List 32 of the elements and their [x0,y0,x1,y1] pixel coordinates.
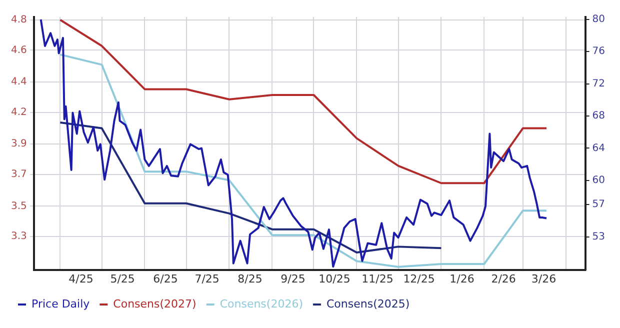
y-tick-label: 4.4 [10,76,27,88]
y2-tick-label: 60 [592,175,606,186]
legend-label: Price Daily [32,297,90,310]
y2-tick-label: 80 [592,14,606,26]
x-tick-label: 12/25 [403,272,435,286]
y-tick-label: 4.2 [10,106,27,118]
legend-label: Consens(2027) [113,297,196,310]
x-tick-label: 5/25 [110,272,135,286]
legend-label: Consens(2026) [220,297,303,310]
x-tick-label: 11/25 [362,272,394,286]
y-tick-label: 3.7 [10,169,27,180]
x-tick-label: 1/26 [450,272,474,286]
y-tick-label: 3.9 [10,138,27,150]
x-tick-label: 10/25 [318,272,350,286]
x-tick-label: 6/25 [153,272,178,286]
y2-tick-label: 64 [592,142,606,154]
legend-label: Consens(2025) [326,297,410,310]
x-tick-label: 4/25 [68,272,94,286]
x-tick-label: 9/25 [280,272,306,286]
x-tick-label: 7/25 [194,272,220,286]
y2-tick-label: 72 [592,78,606,90]
y-tick-label: 3.5 [10,200,27,212]
y2-tick-label: 76 [592,46,606,58]
y2-tick-label: 68 [592,110,606,122]
y-tick-label: 3.3 [10,231,27,242]
y-tick-label: 4.6 [10,44,27,56]
x-tick-label: 8/25 [238,272,262,286]
y2-tick-label: 57 [592,199,606,210]
x-tick-label: 2/26 [491,272,516,286]
y2-tick-label: 53 [592,231,606,242]
x-tick-label: 3/26 [531,272,556,286]
y-tick-label: 4.8 [10,14,27,26]
